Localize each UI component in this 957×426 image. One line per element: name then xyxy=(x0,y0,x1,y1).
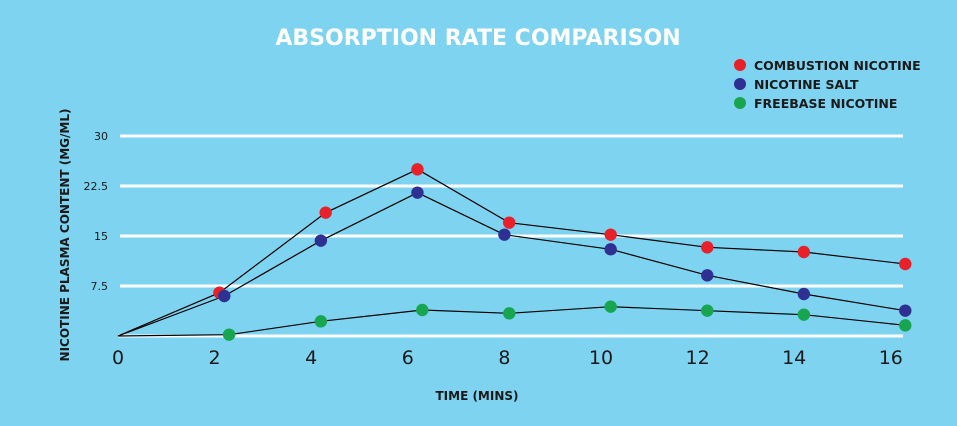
y-axis-label: NICOTINE PLASMA CONTENT (MG/ML) xyxy=(58,109,72,362)
x-tick-label: 4 xyxy=(305,347,317,369)
data-point-salt xyxy=(604,243,617,256)
data-point-freebase xyxy=(604,300,617,313)
data-point-combustion xyxy=(319,206,332,219)
x-tick-label: 16 xyxy=(879,347,903,369)
x-tick-label: 6 xyxy=(402,347,414,369)
x-tick-label: 8 xyxy=(498,347,510,369)
legend-marker-freebase xyxy=(734,97,746,109)
x-tick-label: 12 xyxy=(686,347,710,369)
data-point-freebase xyxy=(314,315,328,328)
x-tick-label: 10 xyxy=(589,347,613,369)
y-axis-ticks: 7.5 15 22.5 30 xyxy=(84,130,109,293)
data-point-combustion xyxy=(604,228,617,241)
data-point-freebase xyxy=(797,308,811,321)
data-point-freebase xyxy=(701,304,714,317)
legend-label-combustion: COMBUSTION NICOTINE xyxy=(754,58,921,73)
x-tick-label: 14 xyxy=(782,347,806,369)
legend-marker-salt xyxy=(734,78,746,90)
data-point-salt xyxy=(797,287,811,301)
data-point-salt xyxy=(314,234,328,247)
gridlines xyxy=(118,134,903,338)
data-point-salt xyxy=(498,228,511,241)
data-point-combustion xyxy=(701,241,714,254)
data-point-combustion xyxy=(411,163,424,176)
data-point-salt xyxy=(899,304,912,317)
data-point-salt xyxy=(411,186,424,199)
data-point-freebase xyxy=(416,303,429,317)
x-tick-label: 0 xyxy=(112,347,124,369)
x-tick-label: 2 xyxy=(209,347,221,369)
legend-label-salt: NICOTINE SALT xyxy=(754,77,859,92)
x-axis-ticks: 0 2 4 6 8 10 12 14 16 xyxy=(112,347,903,369)
y-tick-label: 30 xyxy=(94,130,108,143)
legend-label-freebase: FREEBASE NICOTINE xyxy=(754,96,897,111)
data-point-freebase xyxy=(222,328,236,341)
chart-title: ABSORPTION RATE COMPARISON xyxy=(275,26,680,51)
data-point-freebase xyxy=(503,307,516,320)
series-points xyxy=(213,163,912,341)
y-tick-label: 22.5 xyxy=(84,180,109,193)
data-point-salt xyxy=(701,269,714,282)
legend-marker-combustion xyxy=(734,59,746,71)
data-point-combustion xyxy=(899,257,912,271)
data-point-combustion xyxy=(797,245,811,259)
data-point-salt xyxy=(218,289,231,303)
legend: COMBUSTION NICOTINE NICOTINE SALT FREEBA… xyxy=(734,58,921,111)
data-point-combustion xyxy=(503,216,516,229)
x-axis-label: TIME (MINS) xyxy=(435,389,518,403)
y-tick-label: 7.5 xyxy=(91,280,109,293)
data-point-freebase xyxy=(899,319,912,332)
y-tick-label: 15 xyxy=(94,230,108,243)
